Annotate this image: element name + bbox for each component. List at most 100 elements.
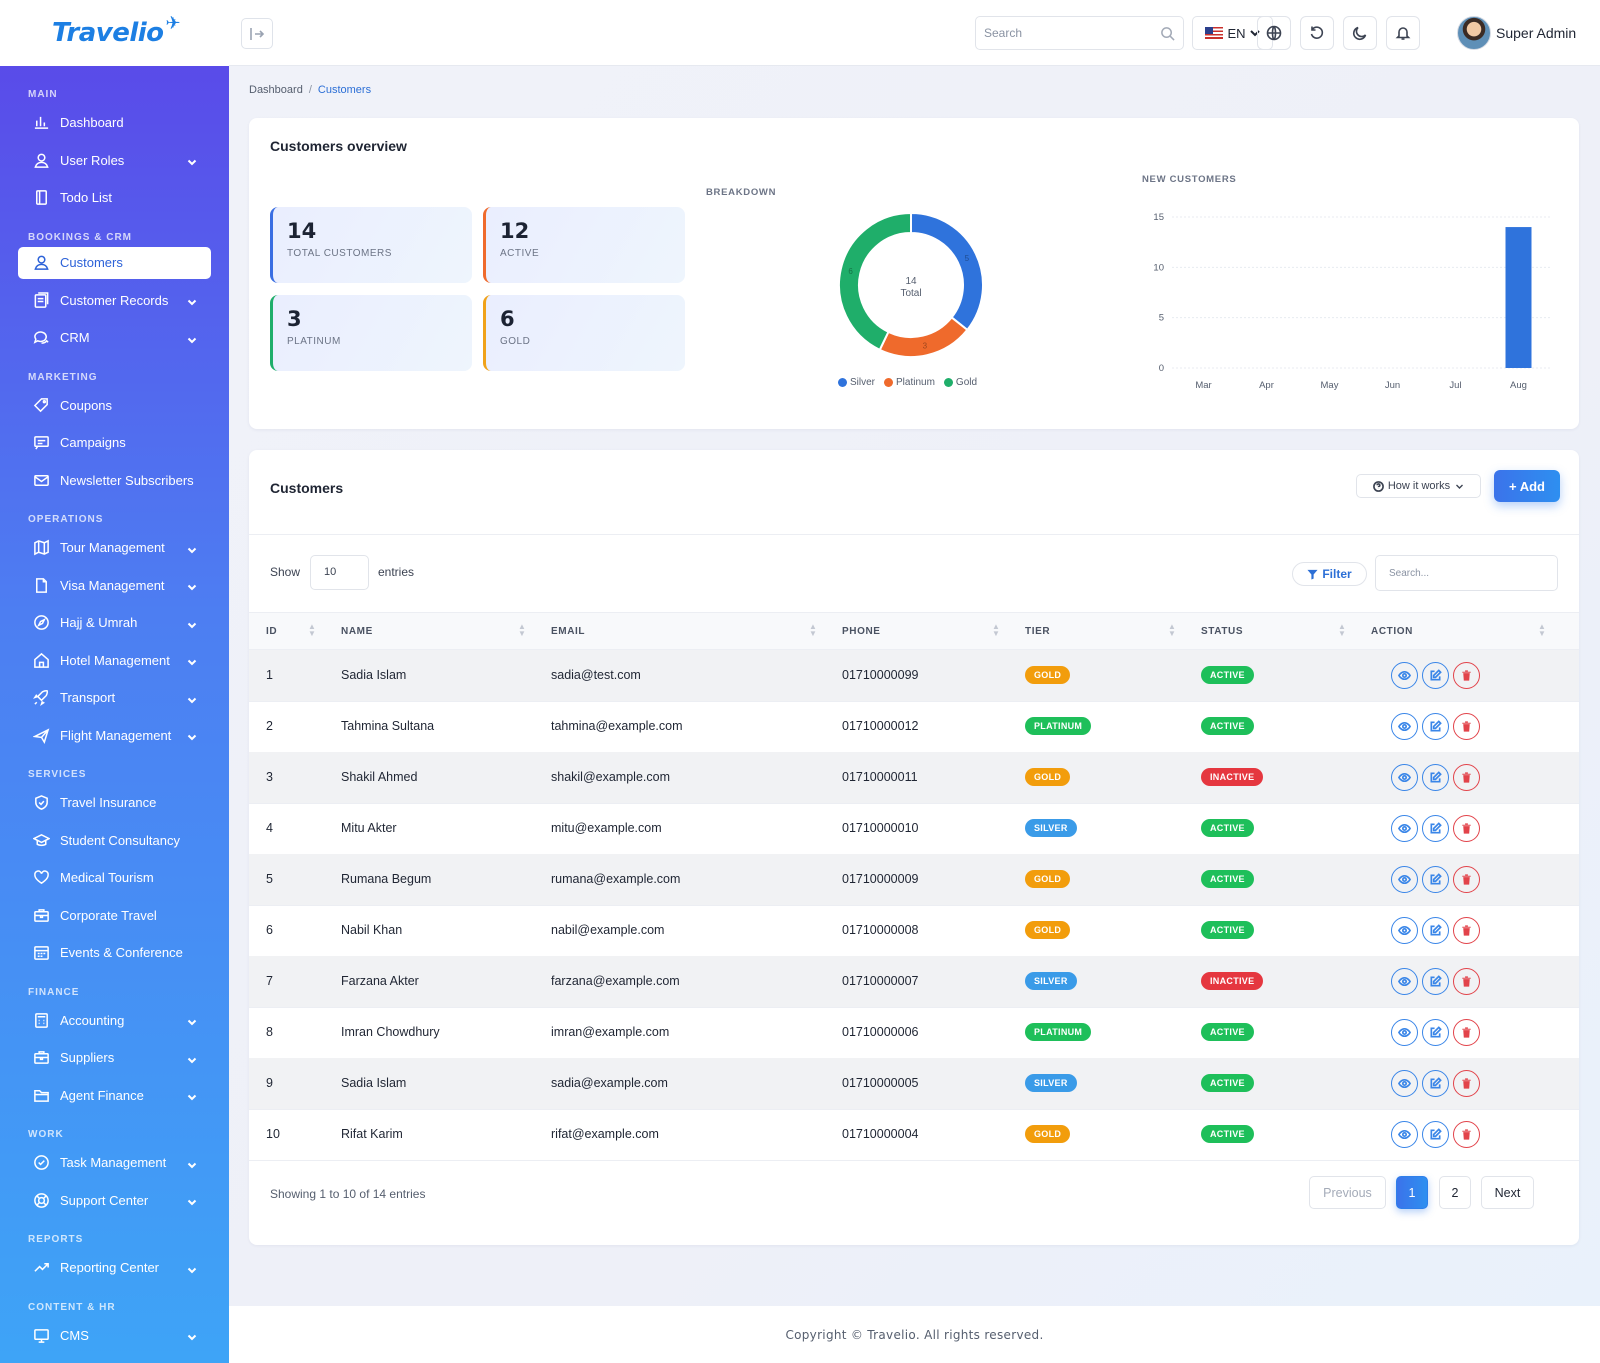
sidebar-item-hajj-umrah[interactable]: Hajj & Umrah <box>0 604 229 642</box>
sidebar-item-medical-tourism[interactable]: Medical Tourism <box>0 859 229 897</box>
legend-item-gold[interactable]: Gold <box>943 377 977 388</box>
sidebar-item-label: Events & Conference <box>60 945 183 961</box>
delete-button[interactable] <box>1453 917 1480 944</box>
sidebar-item-events-conference[interactable]: Events & Conference <box>0 934 229 972</box>
view-button[interactable] <box>1391 815 1418 842</box>
sidebar-item-hotel-management[interactable]: Hotel Management <box>0 642 229 680</box>
sidebar-item-agent-finance[interactable]: Agent Finance <box>0 1077 229 1115</box>
sort-icon[interactable]: ▲ ▼ <box>1168 622 1176 638</box>
legend-item-silver[interactable]: Silver <box>838 377 875 388</box>
sidebar-item-travel-insurance[interactable]: Travel Insurance <box>0 784 229 822</box>
sort-icon[interactable]: ▲ ▼ <box>518 622 526 638</box>
breadcrumb-dashboard-link[interactable]: Dashboard <box>249 84 303 96</box>
tier-badge: GOLD <box>1025 768 1071 786</box>
edit-button[interactable] <box>1422 713 1449 740</box>
bar-aug[interactable] <box>1505 227 1532 368</box>
filter-button[interactable]: Filter <box>1292 562 1367 586</box>
view-button[interactable] <box>1391 764 1418 791</box>
pagination-next[interactable]: Next <box>1481 1176 1534 1209</box>
edit-button[interactable] <box>1422 815 1449 842</box>
delete-button[interactable] <box>1453 815 1480 842</box>
sidebar-item-task-management[interactable]: Task Management <box>0 1144 229 1182</box>
table-search-input[interactable]: Search... <box>1375 555 1558 591</box>
filter-icon <box>1307 569 1318 580</box>
view-button[interactable] <box>1391 713 1418 740</box>
sidebar-item-dashboard[interactable]: Dashboard <box>0 104 229 142</box>
legend-item-platinum[interactable]: Platinum <box>884 377 935 388</box>
sidebar-item-corporate-travel[interactable]: Corporate Travel <box>0 897 229 935</box>
pagination-previous[interactable]: Previous <box>1309 1176 1386 1209</box>
edit-button[interactable] <box>1422 764 1449 791</box>
eye-icon <box>1398 976 1411 987</box>
view-button[interactable] <box>1391 917 1418 944</box>
edit-button[interactable] <box>1422 917 1449 944</box>
view-button[interactable] <box>1391 1070 1418 1097</box>
globe-button[interactable] <box>1257 16 1291 50</box>
sidebar-item-campaigns[interactable]: Campaigns <box>0 424 229 462</box>
sidebar-item-transport[interactable]: Transport <box>0 679 229 717</box>
sidebar-item-accounting[interactable]: Accounting <box>0 1002 229 1040</box>
column-header-phone[interactable]: PHONE <box>842 626 881 637</box>
sidebar-item-tour-management[interactable]: Tour Management <box>0 529 229 567</box>
edit-button[interactable] <box>1422 1121 1449 1148</box>
user-menu[interactable]: Super Admin <box>1457 16 1576 50</box>
view-button[interactable] <box>1391 1121 1418 1148</box>
edit-button[interactable] <box>1422 968 1449 995</box>
delete-button[interactable] <box>1453 968 1480 995</box>
chevron-down-icon <box>187 618 197 629</box>
sidebar-item-customer-records[interactable]: Customer Records <box>0 282 229 320</box>
notifications-button[interactable] <box>1386 16 1420 50</box>
pagination-page-2[interactable]: 2 <box>1439 1176 1471 1209</box>
column-header-name[interactable]: NAME <box>341 626 373 637</box>
sidebar-item-todo-list[interactable]: Todo List <box>0 179 229 217</box>
view-button[interactable] <box>1391 968 1418 995</box>
sidebar-item-visa-management[interactable]: Visa Management <box>0 567 229 605</box>
sidebar-item-customers[interactable]: Customers <box>18 246 211 279</box>
edit-button[interactable] <box>1422 1070 1449 1097</box>
donut-slice-platinum[interactable] <box>878 316 969 358</box>
page-size-select[interactable]: 10 <box>310 555 369 590</box>
delete-button[interactable] <box>1453 713 1480 740</box>
sidebar-toggle-button[interactable] <box>241 18 273 49</box>
column-header-status[interactable]: STATUS <box>1201 626 1244 637</box>
delete-button[interactable] <box>1453 1121 1480 1148</box>
sidebar-item-flight-management[interactable]: Flight Management <box>0 717 229 755</box>
view-button[interactable] <box>1391 662 1418 689</box>
pagination-page-1[interactable]: 1 <box>1396 1176 1428 1209</box>
dark-mode-button[interactable] <box>1343 16 1377 50</box>
delete-button[interactable] <box>1453 662 1480 689</box>
donut-slice-silver[interactable] <box>910 211 984 332</box>
delete-button[interactable] <box>1453 1019 1480 1046</box>
view-button[interactable] <box>1391 1019 1418 1046</box>
sidebar-item-cms[interactable]: CMS <box>0 1317 229 1355</box>
sort-icon[interactable]: ▲ ▼ <box>992 622 1000 638</box>
edit-button[interactable] <box>1422 1019 1449 1046</box>
global-search-input[interactable]: Search <box>975 16 1184 50</box>
how-it-works-button[interactable]: How it works <box>1356 474 1481 498</box>
sidebar-item-reporting-center[interactable]: Reporting Center <box>0 1249 229 1287</box>
sort-icon[interactable]: ▲ ▼ <box>308 622 316 638</box>
sidebar-item-newsletter-subscribers[interactable]: Newsletter Subscribers <box>0 462 229 500</box>
sort-icon[interactable]: ▲ ▼ <box>809 622 817 638</box>
sidebar-item-crm[interactable]: CRM <box>0 319 229 357</box>
delete-button[interactable] <box>1453 764 1480 791</box>
column-header-id[interactable]: ID <box>266 626 278 637</box>
logo[interactable]: Travelio ✈ <box>0 0 229 66</box>
sidebar-item-support-center[interactable]: Support Center <box>0 1182 229 1220</box>
column-header-tier[interactable]: TIER <box>1025 626 1051 637</box>
edit-button[interactable] <box>1422 866 1449 893</box>
sidebar-item-suppliers[interactable]: Suppliers <box>0 1039 229 1077</box>
delete-button[interactable] <box>1453 866 1480 893</box>
edit-button[interactable] <box>1422 662 1449 689</box>
sidebar-item-user-roles[interactable]: User Roles <box>0 142 229 180</box>
refresh-button[interactable] <box>1300 16 1334 50</box>
sidebar-item-coupons[interactable]: Coupons <box>0 387 229 425</box>
sort-icon[interactable]: ▲ ▼ <box>1538 622 1546 638</box>
delete-button[interactable] <box>1453 1070 1480 1097</box>
sort-icon[interactable]: ▲ ▼ <box>1338 622 1346 638</box>
add-customer-button[interactable]: + Add <box>1494 470 1560 502</box>
sidebar-item-student-consultancy[interactable]: Student Consultancy <box>0 822 229 860</box>
column-header-email[interactable]: EMAIL <box>551 626 586 637</box>
view-button[interactable] <box>1391 866 1418 893</box>
donut-slice-gold[interactable] <box>838 211 912 352</box>
